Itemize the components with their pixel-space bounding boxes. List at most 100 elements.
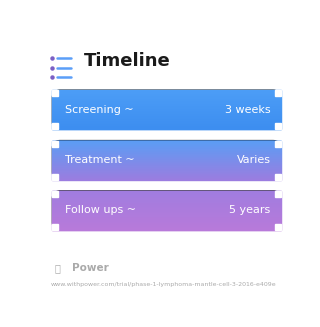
Bar — [52, 163, 281, 164]
Bar — [52, 210, 281, 211]
Bar — [52, 223, 281, 224]
Bar — [52, 147, 281, 148]
Bar — [52, 213, 281, 214]
Text: www.withpower.com/trial/phase-1-lymphoma-mantle-cell-3-2016-e409e: www.withpower.com/trial/phase-1-lymphoma… — [51, 282, 277, 287]
Bar — [52, 206, 281, 207]
Bar — [52, 93, 281, 94]
Bar — [52, 168, 281, 169]
Bar — [52, 221, 281, 222]
Text: Treatment ~: Treatment ~ — [65, 155, 134, 165]
Bar — [52, 146, 281, 147]
Bar — [52, 172, 281, 173]
Bar — [52, 224, 58, 230]
Bar — [52, 194, 281, 195]
Bar — [52, 199, 281, 200]
Bar — [52, 124, 281, 125]
Bar — [52, 123, 58, 129]
Bar — [52, 225, 281, 226]
Bar — [52, 160, 281, 161]
Bar — [52, 144, 281, 145]
Bar — [52, 198, 281, 199]
Bar — [52, 211, 281, 212]
Bar — [52, 96, 281, 97]
Bar — [52, 118, 281, 119]
Bar — [52, 191, 58, 197]
Bar — [52, 155, 281, 156]
Text: Follow ups ~: Follow ups ~ — [65, 205, 136, 215]
Text: 3 weeks: 3 weeks — [225, 105, 271, 115]
Bar — [52, 156, 281, 157]
Bar — [52, 217, 281, 218]
Text: Varies: Varies — [237, 155, 271, 165]
Bar — [52, 202, 281, 203]
Bar — [52, 98, 281, 99]
Bar — [52, 200, 281, 201]
Bar — [52, 125, 281, 126]
Text: 5 years: 5 years — [229, 205, 271, 215]
Bar — [52, 178, 281, 179]
Bar — [52, 112, 281, 113]
Bar — [52, 171, 281, 172]
Bar — [52, 120, 281, 121]
Bar — [275, 123, 281, 129]
Bar — [52, 150, 281, 151]
Bar — [52, 148, 281, 149]
Bar — [52, 109, 281, 110]
Bar — [52, 114, 281, 115]
Bar — [52, 107, 281, 108]
Bar — [52, 90, 58, 96]
Bar — [52, 121, 281, 122]
Bar — [52, 196, 281, 197]
Bar — [52, 113, 281, 114]
Bar — [52, 102, 281, 103]
Bar — [52, 177, 281, 178]
Bar — [52, 153, 281, 154]
Bar — [275, 141, 281, 146]
Bar — [52, 227, 281, 228]
Bar — [52, 209, 281, 210]
Bar — [52, 105, 281, 106]
Bar — [52, 106, 281, 107]
Bar — [52, 164, 281, 165]
Bar — [52, 158, 281, 159]
Text: Screening ~: Screening ~ — [65, 105, 133, 115]
Bar — [52, 100, 281, 101]
Bar — [52, 94, 281, 95]
Bar — [52, 126, 281, 127]
Bar — [52, 215, 281, 216]
Bar — [52, 173, 281, 174]
Bar — [52, 119, 281, 120]
Bar — [52, 162, 281, 163]
Text: Timeline: Timeline — [84, 52, 170, 70]
Bar — [52, 203, 281, 204]
Bar — [52, 169, 281, 170]
Bar — [52, 179, 281, 180]
Bar — [275, 174, 281, 180]
Bar — [52, 151, 281, 152]
Bar — [52, 142, 281, 143]
Bar — [52, 97, 281, 98]
Bar — [52, 205, 281, 206]
Bar — [52, 218, 281, 219]
Bar — [52, 128, 281, 129]
Bar — [52, 117, 281, 118]
Bar — [52, 149, 281, 150]
Bar — [52, 214, 281, 215]
Bar — [52, 143, 281, 144]
Bar — [52, 122, 281, 123]
Bar — [52, 116, 281, 117]
Bar — [52, 123, 281, 124]
Bar — [275, 224, 281, 230]
Bar — [52, 95, 281, 96]
Bar — [52, 165, 281, 166]
Bar — [52, 167, 281, 168]
Bar — [52, 208, 281, 209]
Bar — [52, 157, 281, 158]
Bar — [52, 193, 281, 194]
Bar — [52, 175, 281, 176]
Bar — [52, 216, 281, 217]
Bar — [52, 219, 281, 220]
Bar — [52, 108, 281, 109]
Bar — [52, 195, 281, 196]
Bar — [52, 197, 281, 198]
